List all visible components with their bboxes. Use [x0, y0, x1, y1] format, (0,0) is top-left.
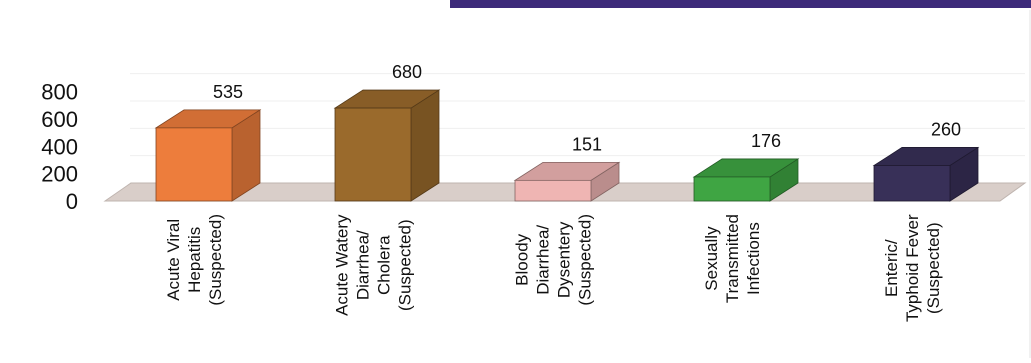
bar-side	[410, 89, 440, 202]
bar: 260	[872, 119, 980, 202]
bar: 535	[154, 82, 262, 202]
x-tick-label: Acute Viral Hepatitis (Suspected)	[164, 214, 225, 306]
x-axis-labels: Acute Viral Hepatitis (Suspected) Acute Wat…	[164, 214, 943, 322]
bar-value-label: 176	[751, 131, 781, 151]
bar-front	[873, 165, 951, 202]
bar-value-label: 535	[213, 82, 243, 102]
bars: 535 680 151 176 260	[154, 62, 980, 202]
y-tick-label: 800	[41, 80, 78, 105]
svg-text:Enteric/Typhoid Fever(Suspecte: Enteric/Typhoid Fever (Suspected)	[882, 214, 943, 322]
bar-value-label: 260	[931, 119, 961, 139]
y-tick-label: 200	[41, 162, 78, 187]
bar-value-label: 151	[572, 134, 602, 154]
bar-value-label: 680	[392, 62, 422, 82]
x-tick-label: Sexually Transmitted Infections	[702, 214, 763, 303]
bar: 680	[333, 62, 441, 202]
x-tick-label: Enteric/Typhoid Fever (Suspected)	[882, 214, 943, 322]
bar-front	[334, 107, 412, 202]
x-tick-label: Bloody Diarrhea/Dysentery (Suspected)	[513, 214, 595, 306]
bar-front	[514, 179, 592, 202]
y-tick-label: 0	[66, 189, 78, 214]
y-tick-label: 600	[41, 107, 78, 132]
top-accent-bar	[450, 0, 1031, 8]
bar: 151	[513, 134, 621, 202]
bar-front	[693, 176, 771, 202]
x-tick-label: Acute Watery Diarrhea/Cholera (Suspected)	[333, 214, 415, 316]
bar-front	[155, 127, 233, 202]
y-tick-label: 400	[41, 134, 78, 159]
bar: 176	[692, 131, 800, 202]
